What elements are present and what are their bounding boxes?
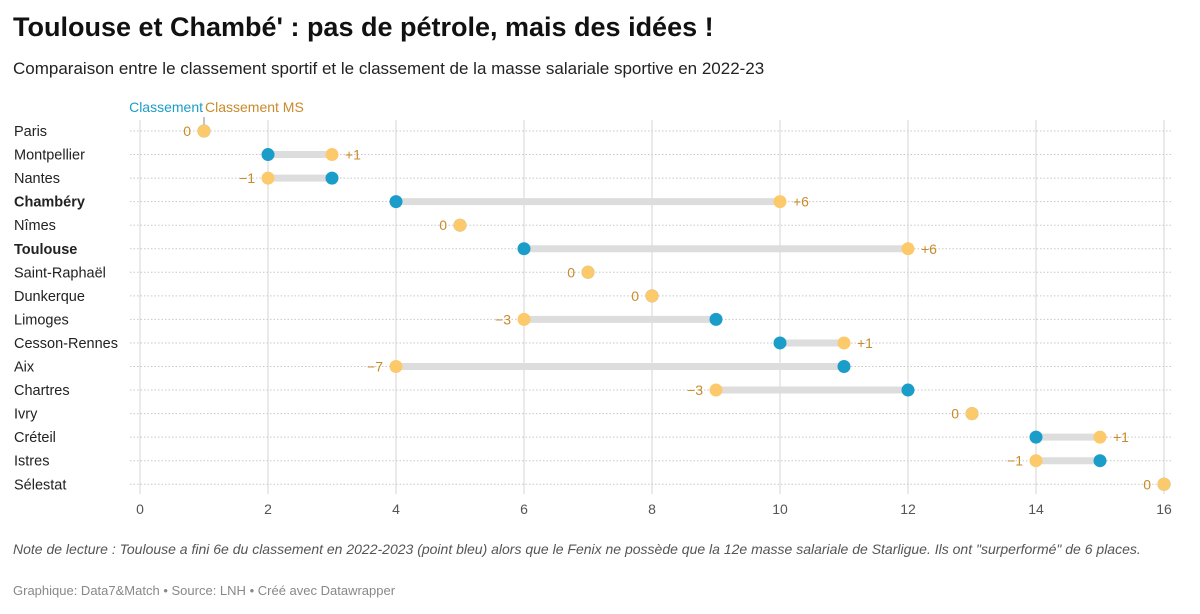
dot-classement-2 (325, 171, 339, 185)
x-tick-label-12: 12 (900, 501, 916, 517)
team-label-5: Toulouse (14, 242, 77, 258)
dot-classement-8 (709, 312, 723, 326)
diff-label-8: −3 (495, 311, 511, 327)
credit-tool: Créé avec Datawrapper (257, 583, 396, 598)
dot-ms-10 (389, 360, 403, 373)
dot-classement-11 (901, 383, 915, 397)
dot-ms-11 (709, 383, 723, 397)
diff-label-4: 0 (439, 217, 447, 233)
diff-label-14: −1 (1007, 453, 1023, 469)
diff-label-0: 0 (183, 123, 191, 139)
diff-label-12: 0 (951, 406, 959, 422)
chart-title: Toulouse et Chambé' : pas de pétrole, ma… (13, 12, 714, 42)
team-label-13: Créteil (14, 430, 56, 446)
team-label-6: Saint-Raphaël (14, 265, 106, 281)
range-dot-chart: 0 2 4 6 8 10 12 14 16 Classement Classement MS Pari… (14, 99, 1172, 517)
team-label-9: Cesson-Rennes (14, 336, 118, 352)
team-label-2: Nantes (14, 171, 60, 187)
diff-label-11: −3 (687, 382, 703, 398)
diff-label-2: −1 (239, 170, 255, 186)
x-tick-label-10: 10 (772, 501, 788, 517)
dot-classement-5 (517, 242, 531, 256)
dot-ms-1 (325, 148, 339, 162)
dot-ms-8 (517, 312, 531, 326)
credits: Graphique: Data7&Match • Source: LNH • C… (13, 583, 395, 598)
legend-classement: Classement (129, 99, 203, 115)
team-label-8: Limoges (14, 312, 69, 328)
team-label-10: Aix (14, 360, 35, 376)
chart-subtitle: Comparaison entre le classement sportif … (13, 59, 765, 78)
team-label-0: Paris (14, 124, 47, 140)
dot-ms-2 (261, 171, 275, 185)
dot-ms-7 (645, 289, 659, 303)
team-label-15: Sélestat (14, 477, 66, 493)
credit-separator-2: • (249, 583, 255, 598)
diff-label-5: +6 (921, 241, 937, 257)
team-label-12: Ivry (14, 407, 38, 423)
x-tick-label-6: 6 (520, 501, 528, 517)
x-tick-label-14: 14 (1028, 501, 1044, 517)
credit-separator-1: • (163, 583, 168, 598)
dot-ms-3 (773, 195, 787, 209)
dot-classement-10 (837, 360, 851, 373)
credit-source: Source: LNH (171, 583, 246, 598)
x-tick-label-0: 0 (136, 501, 144, 517)
diff-label-10: −7 (367, 359, 383, 375)
dot-classement-14 (1093, 454, 1107, 468)
team-label-3: Chambéry (14, 195, 85, 211)
dot-classement-1 (261, 148, 275, 162)
reading-note: Note de lecture : Toulouse a fini 6e du … (13, 541, 1141, 557)
dot-ms-6 (581, 265, 595, 279)
team-label-4: Nîmes (14, 218, 56, 234)
dot-ms-15 (1157, 477, 1171, 491)
legend-classement-ms: Classement MS (205, 99, 304, 115)
team-label-14: Istres (14, 454, 49, 470)
dot-ms-14 (1029, 454, 1043, 468)
team-label-1: Montpellier (14, 148, 85, 164)
credit-graphique: Graphique: Data7&Match (13, 583, 160, 598)
dot-ms-0 (197, 124, 211, 138)
dot-ms-4 (453, 218, 467, 232)
diff-label-6: 0 (567, 264, 575, 280)
diff-label-7: 0 (631, 288, 639, 304)
dot-classement-9 (773, 336, 787, 350)
x-tick-label-4: 4 (392, 501, 400, 517)
diff-label-1: +1 (345, 147, 361, 163)
diff-label-9: +1 (857, 335, 873, 351)
team-label-11: Chartres (14, 383, 70, 399)
dot-classement-3 (389, 195, 403, 209)
dot-ms-12 (965, 407, 979, 421)
x-tick-label-2: 2 (264, 501, 272, 517)
dot-ms-13 (1093, 430, 1107, 444)
dot-classement-13 (1029, 430, 1043, 444)
diff-label-13: +1 (1113, 429, 1129, 445)
diff-label-15: 0 (1143, 476, 1151, 492)
x-tick-label-8: 8 (648, 501, 656, 517)
x-tick-label-16: 16 (1156, 501, 1172, 517)
team-label-7: Dunkerque (14, 289, 85, 305)
dot-ms-5 (901, 242, 915, 256)
diff-label-3: +6 (793, 194, 809, 210)
dot-ms-9 (837, 336, 851, 350)
